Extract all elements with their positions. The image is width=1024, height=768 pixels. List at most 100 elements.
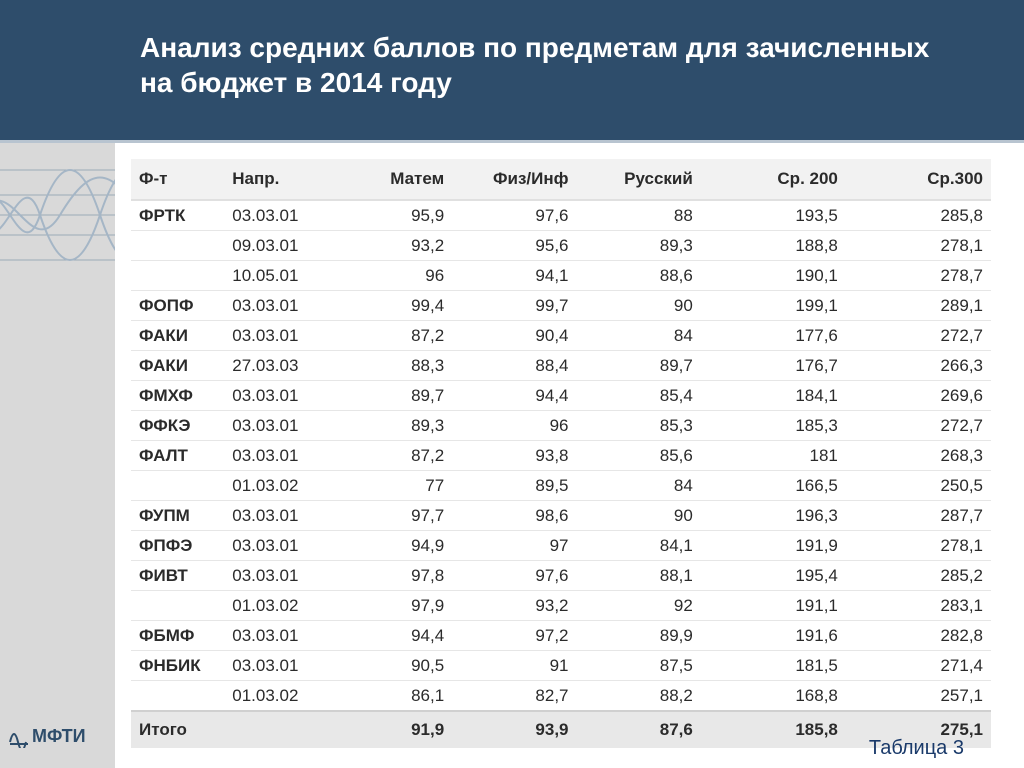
table-row: ФАЛТ03.03.0187,293,885,6181268,3 — [131, 441, 991, 471]
cell-value: 96 — [328, 261, 452, 291]
cell-value: 272,7 — [846, 321, 991, 351]
cell-faculty: ФУПМ — [131, 501, 224, 531]
table-row: ФАКИ03.03.0187,290,484177,6272,7 — [131, 321, 991, 351]
cell-value: 96 — [452, 411, 576, 441]
cell-value: 250,5 — [846, 471, 991, 501]
cell-value: 97,8 — [328, 561, 452, 591]
cell-value: 191,6 — [701, 621, 846, 651]
cell-value: 99,4 — [328, 291, 452, 321]
cell-value: 93,8 — [452, 441, 576, 471]
cell-value: 88,1 — [577, 561, 701, 591]
cell-value: 193,5 — [701, 200, 846, 231]
cell-direction: 03.03.01 — [224, 321, 328, 351]
cell-value: 84,1 — [577, 531, 701, 561]
cell-value: 94,4 — [328, 621, 452, 651]
cell-value: 269,6 — [846, 381, 991, 411]
cell-value: 84 — [577, 471, 701, 501]
cell-faculty — [131, 231, 224, 261]
cell-faculty: ФАКИ — [131, 351, 224, 381]
cell-faculty: ФМХФ — [131, 381, 224, 411]
table-row: ФАКИ27.03.0388,388,489,7176,7266,3 — [131, 351, 991, 381]
cell-value: 88,2 — [577, 681, 701, 712]
table-column-header: Русский — [577, 159, 701, 200]
cell-value: 94,9 — [328, 531, 452, 561]
cell-faculty: ФОПФ — [131, 291, 224, 321]
table-column-header: Ср. 200 — [701, 159, 846, 200]
cell-value: 266,3 — [846, 351, 991, 381]
cell-value: 90,4 — [452, 321, 576, 351]
table-column-header: Ср.300 — [846, 159, 991, 200]
table-row: ФФКЭ03.03.0189,39685,3185,3272,7 — [131, 411, 991, 441]
cell-value: 97,2 — [452, 621, 576, 651]
cell-value: 88,3 — [328, 351, 452, 381]
logo: МФТИ — [8, 722, 103, 748]
cell-value: 98,6 — [452, 501, 576, 531]
cell-faculty: ФИВТ — [131, 561, 224, 591]
cell-value: 89,7 — [328, 381, 452, 411]
cell-value: 95,9 — [328, 200, 452, 231]
cell-value: 271,4 — [846, 651, 991, 681]
logo-text: МФТИ — [32, 726, 86, 746]
cell-value: 89,7 — [577, 351, 701, 381]
cell-direction: 03.03.01 — [224, 381, 328, 411]
cell-value: 257,1 — [846, 681, 991, 712]
scores-table: Ф-тНапр.МатемФиз/ИнфРусскийСр. 200Ср.300… — [131, 159, 991, 748]
cell-value: 181,5 — [701, 651, 846, 681]
total-label: Итого — [131, 711, 224, 748]
cell-value: 93,2 — [452, 591, 576, 621]
cell-value: 166,5 — [701, 471, 846, 501]
cell-value: 190,1 — [701, 261, 846, 291]
cell-value: 188,8 — [701, 231, 846, 261]
cell-value: 99,7 — [452, 291, 576, 321]
cell-value: 283,1 — [846, 591, 991, 621]
cell-direction: 03.03.01 — [224, 411, 328, 441]
cell-direction: 03.03.01 — [224, 441, 328, 471]
table-column-header: Напр. — [224, 159, 328, 200]
cell-value: 85,4 — [577, 381, 701, 411]
table-column-header: Физ/Инф — [452, 159, 576, 200]
table-footer: Итого91,993,987,6185,8275,1 — [131, 711, 991, 748]
cell-value: 285,2 — [846, 561, 991, 591]
cell-value: 278,7 — [846, 261, 991, 291]
cell-value: 89,9 — [577, 621, 701, 651]
cell-value: 89,5 — [452, 471, 576, 501]
cell-direction: 01.03.02 — [224, 591, 328, 621]
cell-value: 89,3 — [328, 411, 452, 441]
cell-direction: 01.03.02 — [224, 681, 328, 712]
cell-value: 282,8 — [846, 621, 991, 651]
table-row: 09.03.0193,295,689,3188,8278,1 — [131, 231, 991, 261]
cell-direction: 03.03.01 — [224, 501, 328, 531]
cell-value: 289,1 — [846, 291, 991, 321]
cell-faculty — [131, 261, 224, 291]
cell-value: 93,2 — [328, 231, 452, 261]
cell-value: 97 — [452, 531, 576, 561]
page-title: Анализ средних баллов по предметам для з… — [140, 30, 964, 100]
cell-value: 199,1 — [701, 291, 846, 321]
cell-direction: 03.03.01 — [224, 561, 328, 591]
cell-value: 97,6 — [452, 561, 576, 591]
cell-value: 88,4 — [452, 351, 576, 381]
cell-value: 82,7 — [452, 681, 576, 712]
cell-faculty: ФПФЭ — [131, 531, 224, 561]
cell-value: 196,3 — [701, 501, 846, 531]
cell-faculty: ФФКЭ — [131, 411, 224, 441]
table-row: ФРТК03.03.0195,997,688193,5285,8 — [131, 200, 991, 231]
cell-direction: 03.03.01 — [224, 291, 328, 321]
cell-faculty: ФАКИ — [131, 321, 224, 351]
cell-value: 185,3 — [701, 411, 846, 441]
cell-value: 87,2 — [328, 321, 452, 351]
cell-value: 94,1 — [452, 261, 576, 291]
cell-faculty: ФБМФ — [131, 621, 224, 651]
table-column-header: Ф-т — [131, 159, 224, 200]
table-caption: Таблица 3 — [869, 737, 964, 760]
cell-value: 90 — [577, 501, 701, 531]
cell-value: 97,9 — [328, 591, 452, 621]
table-column-header: Матем — [328, 159, 452, 200]
cell-faculty — [131, 591, 224, 621]
table-header: Ф-тНапр.МатемФиз/ИнфРусскийСр. 200Ср.300 — [131, 159, 991, 200]
cell-direction: 03.03.01 — [224, 651, 328, 681]
table-row: ФМХФ03.03.0189,794,485,4184,1269,6 — [131, 381, 991, 411]
cell-value: 287,7 — [846, 501, 991, 531]
cell-value: 87,2 — [328, 441, 452, 471]
cell-value: 195,4 — [701, 561, 846, 591]
